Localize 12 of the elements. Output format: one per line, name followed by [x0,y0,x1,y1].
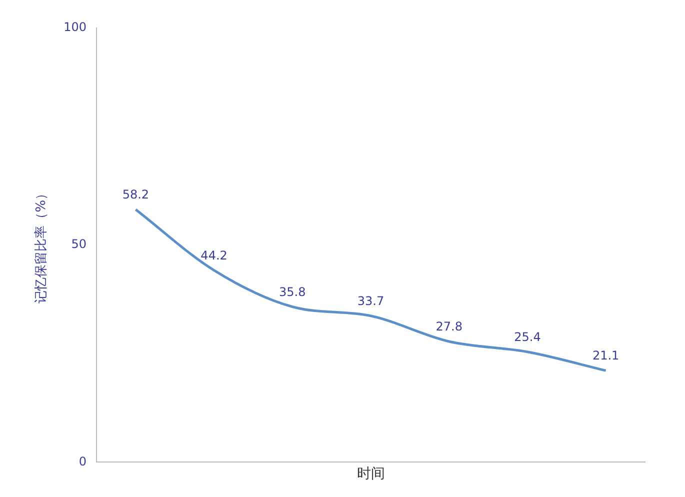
y-tick-label: 100 [64,20,87,34]
data-label: 58.2 [122,188,150,202]
data-label: 44.2 [200,248,228,262]
data-label: 35.8 [279,284,306,299]
x-axis-title: 时间 [356,466,385,482]
data-label: 25.4 [514,330,541,344]
data-label: 33.7 [357,294,384,308]
y-tick-label: 0 [78,454,87,468]
data-label: 21.1 [592,348,620,363]
data-label: 27.8 [436,320,462,334]
y-axis-title: 记忆保留比率（%） [33,186,50,304]
y-tick-label: 50 [71,237,87,252]
